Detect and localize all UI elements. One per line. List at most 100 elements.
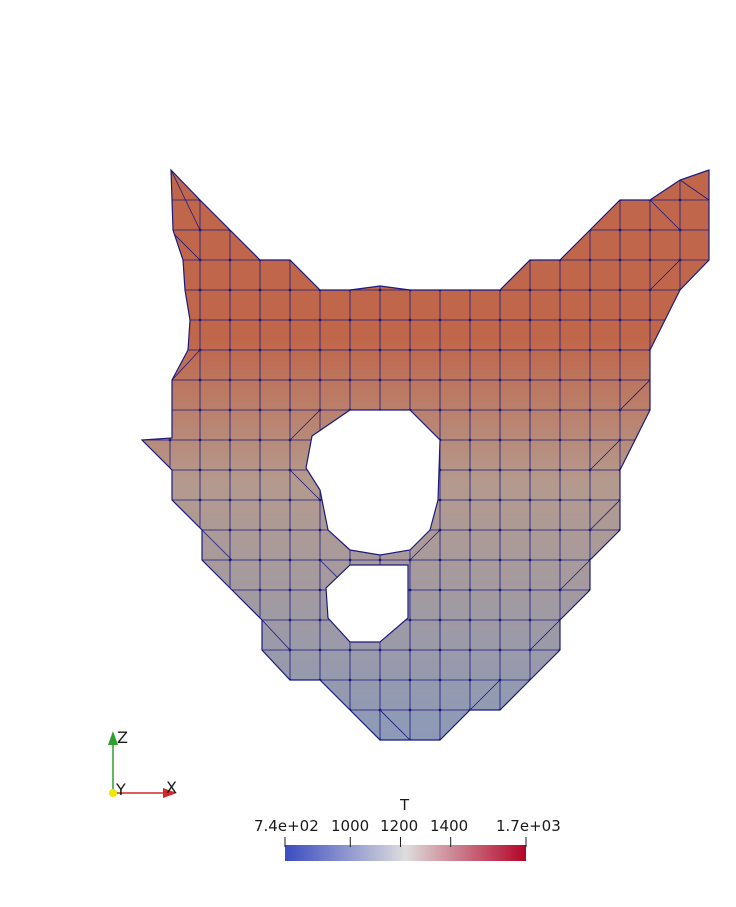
mesh-vertex-24 xyxy=(198,348,202,352)
mesh-diagonal-8 xyxy=(589,439,621,471)
mesh-vertex-158 xyxy=(408,378,412,382)
mesh-vertex-317 xyxy=(648,588,652,592)
mesh-diagonal-16 xyxy=(261,619,291,651)
mesh-vertex-91 xyxy=(288,648,292,652)
mesh-vertex-5 xyxy=(168,348,172,352)
mesh-vertex-318 xyxy=(648,618,652,622)
mesh-vertex-105 xyxy=(318,498,322,502)
mesh-vertex-4 xyxy=(168,318,172,322)
mesh-vertex-206 xyxy=(468,678,472,682)
mesh-vertex-308 xyxy=(648,318,652,322)
mesh-vertex-307 xyxy=(648,288,652,292)
mesh-diagonal-18 xyxy=(201,529,233,561)
mesh-diagonal-9 xyxy=(589,499,621,531)
mesh-vertex-116 xyxy=(348,258,352,262)
mesh-vertex-327 xyxy=(678,318,682,322)
mesh-vertex-69 xyxy=(258,558,262,562)
mesh-vertex-129 xyxy=(348,648,352,652)
mesh-vertex-12 xyxy=(168,558,172,562)
mesh-vertex-339 xyxy=(678,678,682,682)
mesh-vertex-329 xyxy=(678,378,682,382)
mesh-vertex-36 xyxy=(198,708,202,712)
mesh-vertex-185 xyxy=(438,618,442,622)
mesh-vertex-274 xyxy=(588,438,592,442)
mesh-vertex-350 xyxy=(708,438,709,442)
mesh-vertex-139 xyxy=(378,378,382,382)
mesh-vertex-297 xyxy=(618,558,622,562)
mesh-vertex-168 xyxy=(408,678,412,682)
mesh-vertex-156 xyxy=(408,318,412,322)
mesh-vertex-40 xyxy=(228,258,232,262)
mesh-vertex-337 xyxy=(678,618,682,622)
mesh-vertex-7 xyxy=(168,408,172,412)
mesh-vertex-209 xyxy=(498,198,502,202)
mesh-vertex-106 xyxy=(318,528,322,532)
mesh-vertex-277 xyxy=(588,528,592,532)
mesh-vertex-271 xyxy=(588,348,592,352)
mesh-fill xyxy=(142,170,709,740)
mesh-vertex-165 xyxy=(408,588,412,592)
y-axis-dot xyxy=(109,789,117,797)
mesh-vertex-26 xyxy=(198,408,202,412)
mesh-vertex-242 xyxy=(528,618,532,622)
mesh-vertex-147 xyxy=(378,618,382,622)
mesh-vertex-62 xyxy=(258,348,262,352)
mesh-vertex-1 xyxy=(168,228,172,232)
mesh-vertex-265 xyxy=(558,738,562,740)
mesh-vertex-173 xyxy=(438,258,442,262)
mesh-vertex-236 xyxy=(528,438,532,442)
mesh-vertex-3 xyxy=(168,288,172,292)
mesh-vertex-281 xyxy=(588,648,592,652)
mesh-vertex-354 xyxy=(708,558,709,562)
mesh-vertex-246 xyxy=(528,738,532,740)
mesh-vertex-43 xyxy=(228,348,232,352)
mesh-vertex-45 xyxy=(228,408,232,412)
mesh-vertex-188 xyxy=(438,708,442,712)
mesh-vertex-112 xyxy=(318,708,322,712)
mesh-vertex-77 xyxy=(288,228,292,232)
mesh-vertex-264 xyxy=(558,708,562,712)
mesh-vertex-146 xyxy=(378,588,382,592)
mesh-vertex-300 xyxy=(618,648,622,652)
mesh-vertex-48 xyxy=(228,498,232,502)
mesh-vertex-135 xyxy=(378,258,382,262)
mesh-vertex-90 xyxy=(288,618,292,622)
mesh-vertex-126 xyxy=(348,558,352,562)
mesh-vertex-202 xyxy=(468,558,472,562)
mesh-vertex-136 xyxy=(378,288,382,292)
mesh-vertex-218 xyxy=(498,468,502,472)
mesh-vertex-74 xyxy=(258,708,262,712)
mesh-vertex-190 xyxy=(468,198,472,202)
mesh-vertex-183 xyxy=(438,558,442,562)
orientation-axes xyxy=(108,731,177,798)
mesh-vertex-14 xyxy=(168,618,172,622)
mesh-vertex-86 xyxy=(288,498,292,502)
mesh-vertex-213 xyxy=(498,318,502,322)
mesh-vertex-321 xyxy=(648,708,652,712)
mesh-vertex-199 xyxy=(468,468,472,472)
mesh-vertex-164 xyxy=(408,558,412,562)
mesh-vertex-80 xyxy=(288,318,292,322)
mesh-vertex-336 xyxy=(678,588,682,592)
mesh-vertex-201 xyxy=(468,528,472,532)
mesh-outline xyxy=(140,168,710,741)
colorbar xyxy=(284,837,527,861)
mesh-vertex-42 xyxy=(228,318,232,322)
mesh-vertex-235 xyxy=(528,408,532,412)
mesh-vertex-144 xyxy=(378,528,382,532)
mesh-vertex-313 xyxy=(648,468,652,472)
mesh-vertex-93 xyxy=(288,708,292,712)
mesh-vertex-137 xyxy=(378,318,382,322)
mesh-vertex-41 xyxy=(228,288,232,292)
mesh-vertex-284 xyxy=(588,738,592,740)
mesh-vertex-134 xyxy=(378,228,382,232)
mesh-vertex-214 xyxy=(498,348,502,352)
mesh-vertex-283 xyxy=(588,708,592,712)
mesh-vertex-75 xyxy=(258,738,262,740)
mesh-vertex-76 xyxy=(288,198,292,202)
mesh-vertex-200 xyxy=(468,498,472,502)
mesh-vertex-299 xyxy=(618,618,622,622)
mesh-vertex-109 xyxy=(318,618,322,622)
mesh-vertex-2 xyxy=(168,258,172,262)
